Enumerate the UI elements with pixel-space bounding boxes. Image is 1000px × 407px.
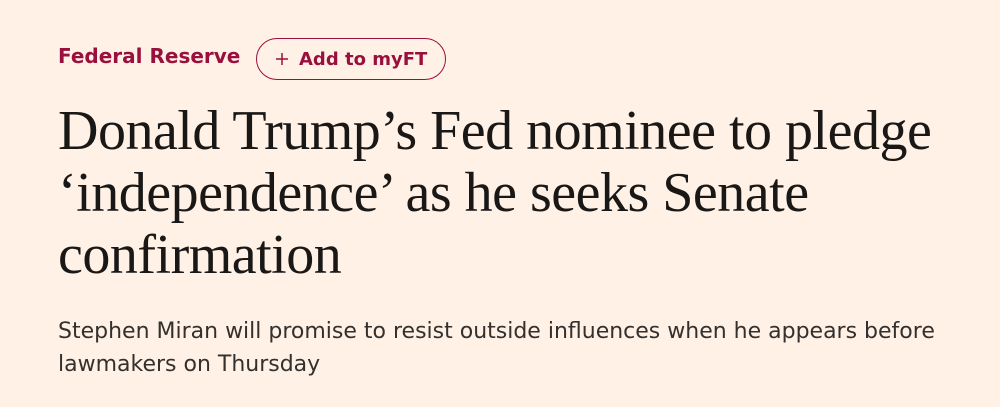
button-label: Add to myFT — [299, 48, 428, 70]
plus-icon — [276, 53, 288, 65]
headline: Donald Trump’s Fed nominee to pledge ‘in… — [58, 100, 932, 286]
topic-link[interactable]: Federal Reserve — [58, 44, 241, 68]
standfirst: Stephen Miran will promise to resist out… — [58, 319, 935, 377]
add-to-myft-button[interactable]: Add to myFT — [256, 38, 447, 80]
